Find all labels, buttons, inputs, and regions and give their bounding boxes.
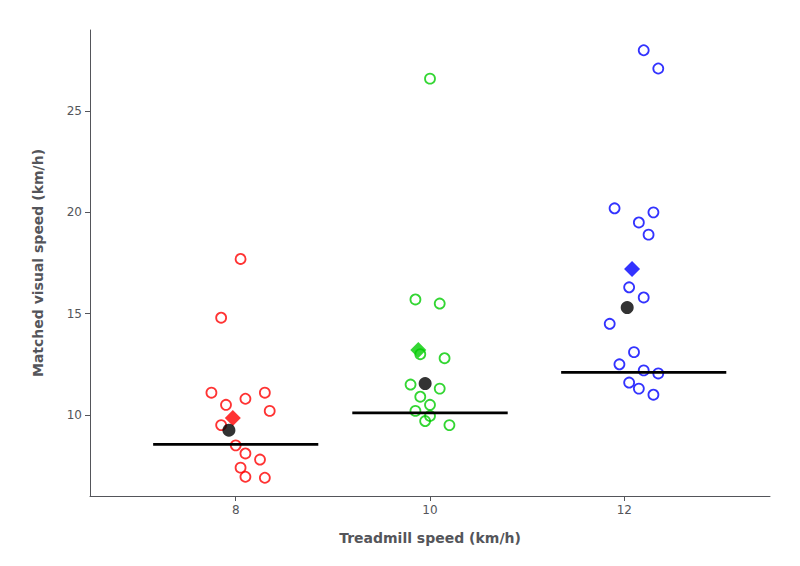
svg-text:Matched visual speed (km/h): Matched visual speed (km/h) [30,149,46,377]
svg-text:15: 15 [67,307,82,321]
svg-text:Treadmill speed (km/h): Treadmill speed (km/h) [339,530,521,546]
svg-text:20: 20 [67,205,82,219]
svg-text:8: 8 [232,503,240,517]
svg-text:10: 10 [67,408,82,422]
svg-text:12: 12 [617,503,632,517]
svg-text:25: 25 [67,104,82,118]
svg-text:10: 10 [422,503,437,517]
